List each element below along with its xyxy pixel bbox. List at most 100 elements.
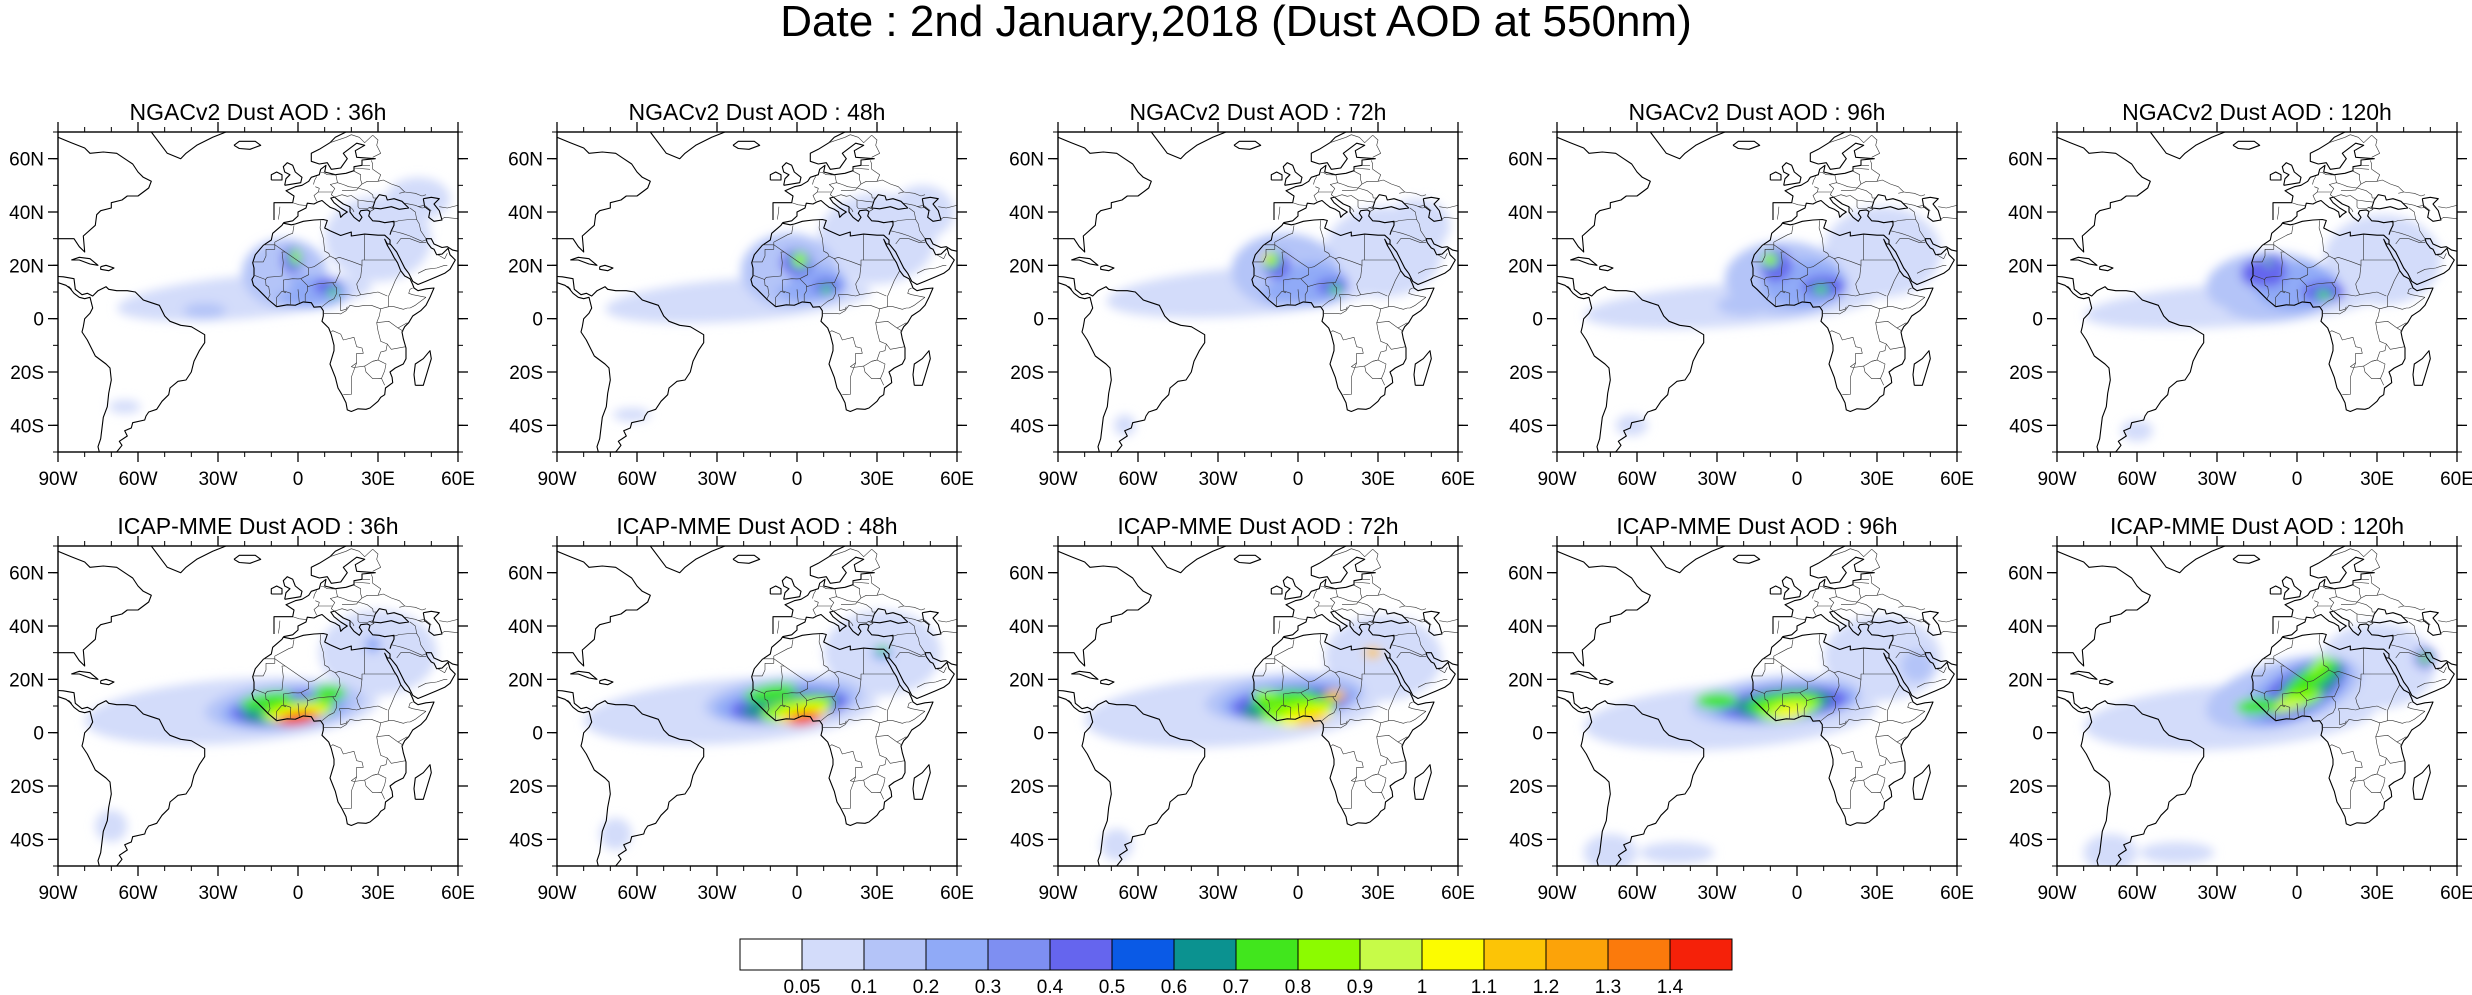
country-border (1278, 620, 1281, 634)
country-border (1353, 581, 1371, 584)
country-border (2403, 605, 2426, 611)
country-border (1891, 219, 1916, 223)
country-border (1806, 696, 1836, 721)
country-border (2282, 682, 2308, 708)
country-border (372, 773, 387, 793)
aod-blob (1328, 285, 1343, 294)
country-border (388, 711, 427, 724)
country-border (283, 682, 309, 708)
coastline (2388, 652, 2455, 700)
country-border (1752, 244, 1785, 280)
country-border (1371, 160, 1381, 182)
country-border (1408, 287, 1427, 298)
country-border (1435, 253, 1448, 259)
country-border (1339, 294, 1348, 311)
country-border (2416, 679, 2447, 688)
coastline (871, 608, 909, 624)
country-border (1388, 297, 1427, 310)
colorbar-swatch (1235, 938, 1299, 971)
y-tick-label: 40N (1508, 617, 1543, 638)
aod-blob (2241, 260, 2273, 287)
coastline (649, 132, 726, 160)
coastline (1781, 162, 1802, 186)
country-border (349, 620, 355, 627)
coastline (1557, 136, 1651, 253)
coastline (1925, 652, 1957, 666)
aod-blob (1324, 690, 1347, 701)
country-border (1764, 693, 1770, 715)
map-panel-ngacv2-48h: NGACv2 Dust AOD : 48h 90W 60W 30W 0 30E 60E 60N… (508, 99, 974, 490)
country-border (371, 574, 381, 596)
country-border (887, 270, 900, 307)
y-tick-label: 40N (9, 203, 44, 224)
y-tick-label: 60N (2008, 564, 2043, 585)
country-border (1934, 667, 1947, 673)
colorbar-swatch (1297, 938, 1361, 971)
country-border (1782, 268, 1808, 294)
country-border (1838, 265, 1862, 297)
country-border (863, 780, 884, 800)
coastline (1769, 585, 1782, 595)
country-border (1752, 658, 1785, 694)
aod-blob (1813, 285, 1829, 294)
coastline (2281, 576, 2302, 600)
y-tick-label: 60N (1009, 564, 1044, 585)
coastline (282, 576, 303, 600)
coastline (1233, 140, 1262, 150)
country-border (916, 679, 947, 688)
country-border (1441, 217, 1458, 220)
coastline (1058, 550, 1152, 667)
map-panel-icap-mme-48h: ICAP-MME Dust AOD : 48h 90W 60W 30W 0 30E 60E 6… (508, 513, 974, 904)
coastline (413, 350, 432, 386)
country-border (838, 679, 862, 711)
country-border (1806, 282, 1836, 307)
map-panel-icap-mme-72h: ICAP-MME Dust AOD : 72h 90W 60W 30W 0 30E 60E 6… (1009, 513, 1475, 904)
country-border (278, 620, 281, 634)
coastline (389, 238, 456, 286)
country-border (934, 667, 947, 673)
coastline (2371, 194, 2409, 210)
coastline (912, 764, 931, 800)
y-tick-label: 20S (1010, 777, 1044, 798)
colorbar-swatch (1669, 938, 1733, 971)
country-border (940, 217, 957, 220)
country-border (2299, 692, 2307, 716)
coastline (1071, 256, 1099, 266)
country-border (1848, 206, 1854, 213)
country-border (408, 701, 427, 712)
country-border (773, 639, 794, 659)
coastline (888, 238, 955, 286)
coastline (769, 585, 782, 595)
country-border (290, 293, 296, 306)
y-tick-label: 20S (2009, 777, 2043, 798)
country-border (777, 620, 780, 634)
country-border (278, 206, 281, 220)
panel-title: NGACv2 Dust AOD : 120h (2122, 99, 2392, 125)
colorbar-swatch (925, 938, 989, 971)
country-border (1891, 633, 1916, 637)
map-panel-ngacv2-120h: NGACv2 Dust AOD : 120h 90W 60W 30W 0 30E 60E 60… (2008, 99, 2472, 490)
coastline (750, 218, 934, 413)
country-border (2252, 658, 2285, 694)
y-tick-label: 20S (1010, 363, 1044, 384)
country-border (1916, 205, 1931, 211)
country-border (895, 652, 925, 659)
aod-blob (1823, 206, 1942, 298)
country-border (1391, 230, 1427, 242)
country-border (300, 278, 308, 302)
country-border (856, 613, 874, 617)
coastlines (557, 132, 957, 452)
coastline (2057, 696, 2111, 866)
country-border (1907, 701, 1926, 712)
country-border (1887, 711, 1926, 724)
y-tick-label: 60N (9, 564, 44, 585)
country-border (915, 219, 926, 239)
x-tick-label: 90W (1537, 883, 1576, 904)
country-border (1376, 321, 1404, 332)
country-border (2370, 160, 2380, 182)
y-tick-label: 0 (1532, 724, 1543, 745)
dust-aod-field (605, 185, 955, 422)
country-border (2338, 679, 2362, 711)
country-border (441, 631, 458, 634)
y-tick-label: 20S (509, 777, 543, 798)
